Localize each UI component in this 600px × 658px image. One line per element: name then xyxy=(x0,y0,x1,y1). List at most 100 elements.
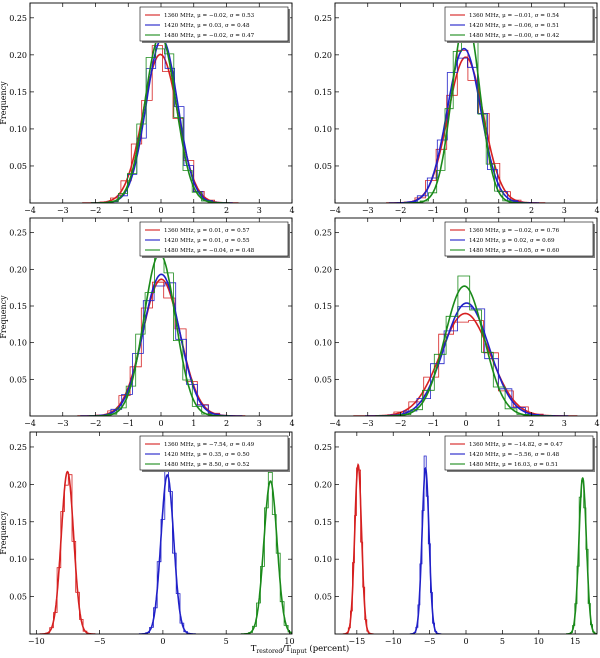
gaussian-fit-4-series-2 xyxy=(365,302,569,416)
x-tick-label: −5 xyxy=(424,637,436,646)
legend-box xyxy=(139,221,289,257)
gaussian-fit-5-series-2 xyxy=(138,473,196,634)
x-tick-label: −1 xyxy=(122,419,134,428)
legend-entry: 1420 MHz, μ = −0.06, σ = 0.51 xyxy=(469,23,559,29)
x-tick-label: −3 xyxy=(362,206,374,215)
x-tick-label: −10 xyxy=(28,637,45,646)
gaussian-fit-6-series-1 xyxy=(342,462,374,634)
histogram-4-series-1 xyxy=(363,320,559,416)
gaussian-fit-2-series-2 xyxy=(388,47,540,203)
panel-1: −4 −3 −2 −1 0 1 2 3 4 0.05 0.10 0.15 0.20 0.25 Frequen… xyxy=(0,2,295,215)
y-tick-label: 0.25 xyxy=(9,14,27,23)
x-tick-label: 4 xyxy=(289,419,294,428)
histogram-4-series-2 xyxy=(375,306,553,416)
gaussian-fit-1-series-3 xyxy=(91,34,230,203)
histogram-1-series-3 xyxy=(99,48,221,203)
y-tick-label: 0.15 xyxy=(314,518,332,527)
y-tick-label: 0.20 xyxy=(314,51,332,60)
histogram-5-series-3 xyxy=(244,472,292,634)
legend-box xyxy=(444,6,594,42)
panels-group: −4 −3 −2 −1 0 1 2 3 40.050.100.150.200.25Frequen… xyxy=(0,2,600,646)
x-tick-label: 2 xyxy=(224,419,229,428)
plot-area-1 xyxy=(82,34,239,203)
x-tick-label: 0 xyxy=(158,419,163,428)
x-tick-label: −1 xyxy=(427,206,439,215)
x-tick-label: 0 xyxy=(158,206,163,215)
gaussian-fit-2-series-3 xyxy=(404,14,528,203)
y-tick-label: 0.05 xyxy=(9,375,27,384)
x-tick-label: 3 xyxy=(562,206,567,215)
x-tick-label: 0 xyxy=(463,637,468,646)
x-tick-label: −4 xyxy=(24,206,36,215)
y-tick-label: 0.25 xyxy=(314,443,332,452)
x-tick-label: 4 xyxy=(594,419,599,428)
histogram-6-series-3 xyxy=(567,480,597,634)
histogram-6-series-2 xyxy=(411,455,440,634)
y-tick-label: 0.15 xyxy=(314,302,332,311)
x-tick-label: 0 xyxy=(463,206,468,215)
x-tick-label: 4 xyxy=(594,206,599,215)
x-tick-label: −1 xyxy=(427,419,439,428)
gaussian-fit-4-series-1 xyxy=(353,312,578,416)
legend-entry: 1480 MHz, μ = 16.03, σ = 0.51 xyxy=(469,462,558,468)
legend-entry: 1360 MHz, μ = −0.02, σ = 0.76 xyxy=(469,228,560,234)
x-tick-label: −4 xyxy=(329,419,341,428)
gaussian-fit-5-series-1 xyxy=(39,470,96,634)
histogram-2-series-2 xyxy=(396,57,528,203)
x-tick-label: −3 xyxy=(362,419,374,428)
y-tick-label: 0.20 xyxy=(9,480,27,489)
y-tick-label: 0.15 xyxy=(9,518,27,527)
y-tick-label: 0.10 xyxy=(314,125,332,134)
y-tick-label: 0.15 xyxy=(314,88,332,97)
gaussian-fit-3-series-2 xyxy=(80,273,243,416)
x-tick-label: −3 xyxy=(57,419,69,428)
panel-4: −4 −3 −2 −1 0 1 2 3 4 0.05 0.10 0.15 0.20 0.25 1360 MH… xyxy=(314,217,600,428)
x-tick-label: 15 xyxy=(570,637,580,646)
y-axis-title: Frequency xyxy=(0,511,8,555)
gaussian-fit-6-series-3 xyxy=(566,476,597,634)
x-tick-label: 0 xyxy=(463,419,468,428)
x-tick-label: −4 xyxy=(329,206,341,215)
x-tick-label: −15 xyxy=(348,637,365,646)
histogram-6-series-1 xyxy=(343,467,372,634)
y-tick-label: 0.15 xyxy=(9,302,27,311)
panel-3: −4 −3 −2 −1 0 1 2 3 4 0.05 0.10 0.15 0.20 0.25 Frequen… xyxy=(0,217,295,428)
panel-6: −15 −10 −5 0 5 10 15 0.05 0.10 0.15 0.20 0.25 1360 M… xyxy=(314,431,598,646)
legend-entry: 1420 MHz, μ = 0.03, σ = 0.48 xyxy=(164,23,250,29)
legend-entry: 1360 MHz, μ = −14.82, σ = 0.47 xyxy=(469,442,563,448)
panel-5: −10 −5 0 5 10 0.05 0.10 0.15 0.20 0.25 Frequency 13… xyxy=(0,431,295,646)
x-tick-label: −2 xyxy=(90,206,102,215)
gaussian-fit-1-series-1 xyxy=(82,53,239,203)
y-tick-label: 0.20 xyxy=(314,265,332,274)
legend-entry: 1420 MHz, μ = 0.35, σ = 0.50 xyxy=(164,452,250,458)
plot-area-2 xyxy=(386,14,546,203)
x-tick-label: 5 xyxy=(224,637,229,646)
legend-entry: 1480 MHz, μ = −0.04, σ = 0.48 xyxy=(164,248,255,254)
y-tick-label: 0.20 xyxy=(9,265,27,274)
y-tick-label: 0.05 xyxy=(314,162,332,171)
histogram-5-series-2 xyxy=(141,467,192,634)
gaussian-fit-1-series-2 xyxy=(91,38,233,203)
legend-box xyxy=(444,221,594,257)
y-tick-label: 0.05 xyxy=(9,593,27,602)
axes-frame-5 xyxy=(29,431,293,635)
legend-entry: 1360 MHz, μ = −0.02, σ = 0.53 xyxy=(164,13,255,19)
x-tick-label: 2 xyxy=(529,419,534,428)
legend-entry: 1420 MHz, μ = 0.01, σ = 0.55 xyxy=(164,238,250,244)
histogram-3-series-2 xyxy=(88,282,231,416)
x-axis-title: Trestored/Tinput (percent) xyxy=(251,643,349,655)
plot-area-3 xyxy=(77,248,246,416)
x-tick-label: 5 xyxy=(500,637,505,646)
y-tick-label: 0.20 xyxy=(314,480,332,489)
x-tick-label: −4 xyxy=(24,419,36,428)
legend-box xyxy=(139,435,289,471)
histogram-3-series-1 xyxy=(84,281,232,416)
histogram-4-series-3 xyxy=(386,275,541,416)
x-tick-label: 3 xyxy=(257,419,262,428)
x-tick-label: 10 xyxy=(534,637,544,646)
y-tick-label: 0.10 xyxy=(9,555,27,564)
x-tick-label: −2 xyxy=(395,419,407,428)
legend-entry: 1420 MHz, μ = −5.56, σ = 0.48 xyxy=(469,452,560,458)
x-tick-label: 1 xyxy=(496,206,501,215)
